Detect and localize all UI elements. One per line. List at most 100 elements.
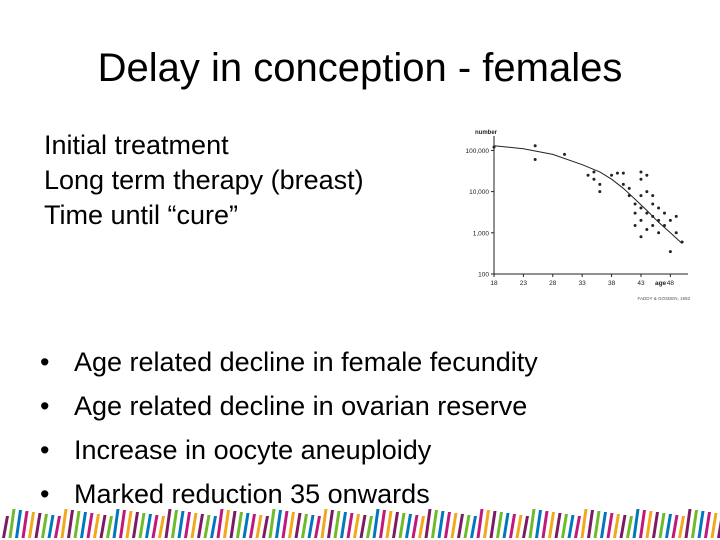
stripe bbox=[268, 509, 276, 538]
data-point bbox=[645, 228, 649, 232]
stripe bbox=[203, 515, 211, 538]
stripe bbox=[210, 516, 217, 538]
stripe bbox=[697, 511, 705, 538]
x-axis-label: age bbox=[655, 280, 667, 287]
fit-curve-line bbox=[493, 145, 683, 244]
stripe bbox=[411, 515, 419, 538]
stripe bbox=[242, 513, 250, 538]
data-point bbox=[668, 218, 672, 222]
stripe bbox=[28, 512, 35, 538]
stripe bbox=[34, 513, 42, 538]
stripe bbox=[600, 512, 607, 538]
follicle-decline-chart: 100 1,000 10,000 100,000 18 23 28 33 38 43 48 numbe… bbox=[452, 124, 700, 308]
bullet-symbol: • bbox=[40, 479, 50, 509]
stripe bbox=[262, 516, 269, 538]
data-point bbox=[639, 177, 643, 181]
x-tick-label: 38 bbox=[608, 280, 616, 287]
data-point bbox=[639, 194, 643, 198]
stripe bbox=[158, 516, 165, 538]
x-tick-label: 48 bbox=[667, 280, 675, 287]
data-point bbox=[633, 202, 637, 206]
stripe bbox=[8, 509, 16, 538]
stripe bbox=[47, 515, 55, 538]
bullet-item: • Age related decline in ovarian reserve bbox=[40, 384, 700, 428]
bullet-text: Increase in oocyte aneuploidy bbox=[74, 435, 432, 465]
data-point bbox=[662, 211, 666, 215]
x-tick-label: 33 bbox=[579, 280, 587, 287]
stripe bbox=[93, 514, 100, 538]
stripe bbox=[372, 509, 380, 538]
stripe bbox=[379, 510, 386, 538]
chart-svg: 100 1,000 10,000 100,000 18 23 28 33 38 43 48 numbe… bbox=[466, 130, 691, 301]
stripe bbox=[320, 509, 328, 538]
stripe bbox=[151, 515, 159, 538]
stripe bbox=[138, 513, 146, 538]
data-point bbox=[621, 171, 625, 175]
intro-line: Initial treatment bbox=[44, 130, 229, 160]
stripe bbox=[567, 515, 575, 538]
stripe bbox=[255, 515, 263, 538]
stripe bbox=[424, 509, 432, 538]
stripe bbox=[431, 510, 438, 538]
bullet-symbol: • bbox=[40, 435, 50, 465]
stripe bbox=[190, 513, 198, 538]
stripe bbox=[132, 512, 139, 538]
y-tick-label: 10,000 bbox=[469, 189, 489, 196]
stripe bbox=[496, 512, 503, 538]
x-tick-label: 28 bbox=[549, 280, 557, 287]
stripe bbox=[106, 516, 113, 538]
data-point bbox=[533, 158, 537, 162]
bullet-symbol: • bbox=[40, 347, 50, 377]
stripe bbox=[86, 513, 94, 538]
data-point bbox=[639, 235, 643, 239]
stripe bbox=[333, 511, 341, 538]
stripe bbox=[294, 513, 302, 538]
stripe bbox=[288, 512, 295, 538]
stripe bbox=[671, 515, 679, 538]
bullet-list: • Age related decline in female fecundit… bbox=[40, 340, 700, 516]
chart-credit: FADDY & GOSDEN, 1993 bbox=[638, 296, 691, 301]
bullet-symbol: • bbox=[40, 391, 50, 421]
x-tick-label: 43 bbox=[637, 280, 645, 287]
stripe bbox=[613, 514, 620, 538]
stripe bbox=[314, 516, 321, 538]
stripe bbox=[457, 514, 464, 538]
data-point bbox=[645, 190, 649, 194]
y-tick-label: 100 bbox=[478, 272, 489, 279]
data-point bbox=[533, 144, 537, 148]
stripe bbox=[580, 509, 588, 538]
stripe bbox=[145, 514, 152, 538]
stripe bbox=[652, 512, 659, 538]
data-point bbox=[651, 194, 655, 198]
stripe bbox=[483, 510, 490, 538]
data-point bbox=[621, 182, 625, 186]
stripe bbox=[99, 515, 107, 538]
y-tick-label: 100,000 bbox=[466, 148, 490, 155]
y-axis-label: number bbox=[475, 130, 498, 136]
stripe bbox=[197, 514, 204, 538]
stripe bbox=[307, 515, 315, 538]
stripe bbox=[593, 511, 601, 538]
stripe bbox=[476, 509, 484, 538]
x-tick-label: 23 bbox=[520, 280, 528, 287]
stripe bbox=[216, 509, 224, 538]
stripe bbox=[346, 513, 354, 538]
stripe bbox=[639, 510, 646, 538]
stripe bbox=[21, 511, 29, 538]
intro-line: Long term therapy (breast) bbox=[44, 165, 364, 195]
data-point bbox=[492, 145, 496, 149]
stripe bbox=[574, 516, 581, 538]
data-point bbox=[680, 240, 684, 244]
stripe bbox=[632, 509, 640, 538]
stripe bbox=[691, 510, 698, 538]
stripe bbox=[470, 516, 477, 538]
stripe bbox=[125, 511, 133, 538]
bullet-item: • Marked reduction 35 onwards bbox=[40, 472, 700, 516]
data-point bbox=[645, 211, 649, 215]
intro-list: Initial treatment Long term therapy (bre… bbox=[44, 128, 444, 233]
data-point bbox=[627, 186, 631, 190]
data-point bbox=[651, 202, 655, 206]
stripe bbox=[502, 513, 510, 538]
stripe bbox=[171, 510, 178, 538]
stripe bbox=[645, 511, 653, 538]
